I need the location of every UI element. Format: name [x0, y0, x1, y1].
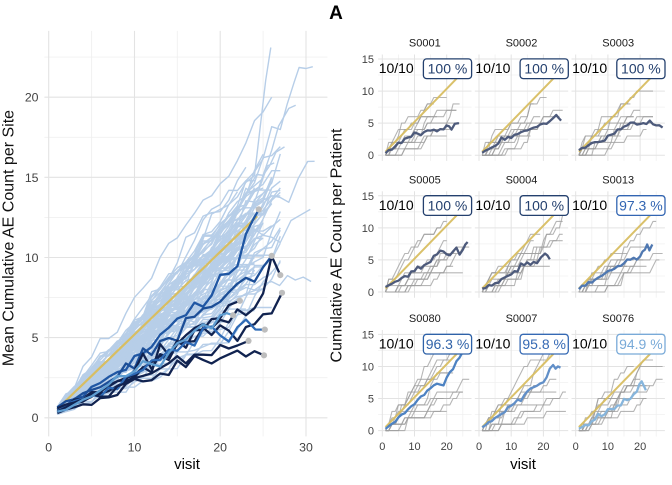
svg-text:0: 0	[476, 441, 482, 453]
svg-text:10: 10	[602, 441, 614, 453]
svg-text:5: 5	[368, 394, 374, 406]
svg-text:15: 15	[25, 171, 39, 185]
svg-text:96.3 %: 96.3 %	[426, 336, 470, 352]
svg-text:visit: visit	[174, 456, 201, 473]
svg-text:20: 20	[213, 441, 227, 455]
svg-text:S0076: S0076	[602, 313, 634, 325]
svg-text:S0013: S0013	[602, 175, 634, 187]
svg-text:100 %: 100 %	[428, 61, 468, 77]
svg-text:0: 0	[573, 441, 579, 453]
svg-text:10/10: 10/10	[572, 335, 607, 351]
svg-text:5: 5	[368, 255, 374, 267]
svg-text:100 %: 100 %	[524, 197, 564, 213]
svg-text:94.9 %: 94.9 %	[619, 336, 663, 352]
svg-text:5: 5	[32, 331, 39, 345]
svg-text:20: 20	[634, 441, 646, 453]
svg-text:S0005: S0005	[409, 175, 441, 187]
svg-text:10/10: 10/10	[572, 197, 607, 213]
svg-text:20: 20	[25, 91, 39, 105]
svg-text:0: 0	[379, 441, 385, 453]
svg-text:10/10: 10/10	[475, 335, 510, 351]
svg-text:15: 15	[362, 54, 374, 66]
svg-text:A: A	[329, 3, 343, 24]
svg-text:15: 15	[362, 329, 374, 341]
svg-text:S0003: S0003	[602, 38, 634, 50]
svg-text:10: 10	[408, 441, 420, 453]
svg-text:10/10: 10/10	[379, 60, 414, 76]
svg-text:S0007: S0007	[506, 313, 538, 325]
svg-text:10: 10	[362, 362, 374, 374]
svg-text:S0001: S0001	[409, 38, 441, 50]
svg-text:Mean Cumulative AE Count per S: Mean Cumulative AE Count per Site	[1, 110, 18, 366]
svg-text:97.3 %: 97.3 %	[619, 197, 663, 213]
svg-text:visit: visit	[510, 456, 537, 473]
svg-text:20: 20	[441, 441, 453, 453]
svg-text:0: 0	[368, 426, 374, 438]
svg-text:10/10: 10/10	[379, 197, 414, 213]
svg-text:10: 10	[25, 251, 39, 265]
svg-text:15: 15	[362, 191, 374, 203]
svg-text:20: 20	[537, 441, 549, 453]
svg-text:10/10: 10/10	[572, 60, 607, 76]
svg-text:0: 0	[32, 411, 39, 425]
svg-text:0: 0	[368, 150, 374, 162]
svg-text:0: 0	[368, 287, 374, 299]
svg-text:10/10: 10/10	[475, 197, 510, 213]
svg-text:S0080: S0080	[409, 313, 441, 325]
svg-text:10: 10	[128, 441, 142, 455]
svg-text:S0002: S0002	[506, 38, 538, 50]
svg-text:S0004: S0004	[506, 175, 538, 187]
svg-text:10/10: 10/10	[475, 60, 510, 76]
svg-text:10: 10	[362, 86, 374, 98]
svg-text:Cumulative AE Count per Patien: Cumulative AE Count per Patient	[329, 128, 346, 362]
svg-text:10: 10	[362, 223, 374, 235]
svg-text:30: 30	[299, 441, 313, 455]
svg-text:10/10: 10/10	[379, 335, 414, 351]
svg-text:95.8 %: 95.8 %	[522, 336, 566, 352]
svg-text:5: 5	[368, 118, 374, 130]
svg-text:100 %: 100 %	[428, 197, 468, 213]
svg-text:100 %: 100 %	[524, 61, 564, 77]
svg-text:100 %: 100 %	[621, 61, 661, 77]
svg-text:0: 0	[45, 441, 52, 455]
svg-text:10: 10	[505, 441, 517, 453]
